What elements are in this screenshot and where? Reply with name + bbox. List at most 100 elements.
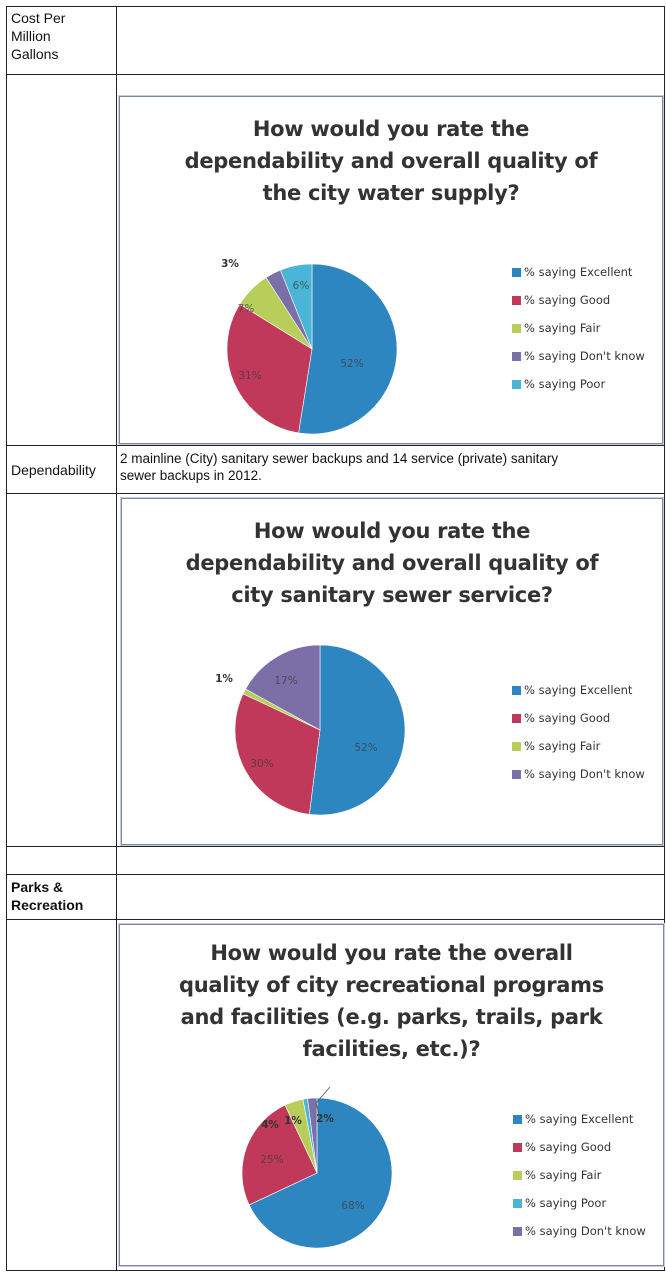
legend-swatch (513, 1198, 522, 1208)
pie-value-label: 30% (250, 758, 273, 770)
legend-label: % saying Good (524, 293, 611, 307)
pie-chart: 52% 30% 1% 17% (215, 644, 406, 816)
pie-slice-excellent (309, 644, 406, 816)
pie-value-label: 2% (316, 1113, 334, 1125)
pie-value-label: 7% (238, 303, 255, 315)
legend-swatch (512, 769, 521, 779)
pie-value-label: 4% (261, 1119, 279, 1131)
pie-slice-good (241, 1104, 318, 1206)
pie-slice-poor (280, 263, 313, 350)
legend-label: % saying Excellent (524, 265, 633, 279)
legend-swatch (512, 741, 521, 751)
pie-chart: 68% 25% 4% 1% 2% (241, 1086, 393, 1249)
pie-value-label: 52% (340, 358, 363, 370)
row-sewer-chart: How would you rate the dependability and… (6, 493, 665, 846)
legend-swatch (513, 1142, 522, 1152)
legend-swatch (512, 379, 521, 389)
pie-slice-excellent (298, 263, 398, 435)
legend-label: % saying Fair (524, 739, 601, 753)
pie-value-label: 25% (260, 1154, 283, 1166)
legend-swatch (512, 351, 521, 361)
parks-chart: How would you rate the overall quality o… (119, 924, 664, 1266)
chart-legend: % saying Excellent % saying Good % saying … (513, 1105, 646, 1245)
chart-title: How would you rate the dependability and… (120, 113, 662, 209)
parks-label: Parks & Recreation (11, 879, 84, 913)
row-water-chart: How would you rate the dependability and… (6, 74, 665, 445)
legend-swatch (512, 267, 521, 277)
legend-label: % saying Excellent (524, 683, 633, 697)
pie-slice-dont-know (307, 1097, 318, 1174)
chart-legend: % saying Excellent % saying Good % saying … (512, 258, 645, 398)
cost-label: Cost Per Million Gallons (11, 10, 66, 62)
title-line: facilities, etc.)? (302, 1037, 481, 1061)
sewer-chart: How would you rate the dependability and… (121, 498, 663, 845)
legend-item: % saying Fair (512, 314, 645, 342)
legend-item: % saying Don't know (512, 760, 645, 788)
legend-item: % saying Don't know (512, 342, 645, 370)
legend-label: % saying Don't know (525, 1224, 646, 1238)
legend-label: % saying Good (524, 711, 611, 725)
legend-item: % saying Excellent (512, 676, 645, 704)
title-line: and facilities (e.g. parks, trails, park (180, 1005, 603, 1029)
title-line: How would you rate the overall (210, 941, 573, 965)
pie-value-label: 52% (354, 742, 377, 754)
dependability-text: 2 mainline (City) sanitary sewer backups… (120, 451, 559, 483)
pie-slice-good (234, 693, 321, 815)
water-chart: How would you rate the dependability and… (119, 96, 663, 444)
legend-label: % saying Good (525, 1140, 612, 1154)
pie-value-label: 1% (284, 1115, 302, 1127)
legend-label: % saying Excellent (525, 1112, 634, 1126)
row-empty (6, 846, 665, 874)
title-line: city sanitary sewer service? (231, 583, 553, 607)
legend-swatch (512, 685, 521, 695)
legend-swatch (513, 1226, 522, 1236)
legend-item: % saying Good (512, 704, 645, 732)
pie-chart: 52% 31% 7% 3% 6% (221, 258, 398, 435)
legend-item: % saying Fair (513, 1161, 646, 1189)
pie-value-label: 31% (238, 370, 261, 382)
leader-line (315, 1086, 331, 1119)
pie-value-label: 17% (274, 675, 297, 687)
title-line: the city water supply? (262, 181, 520, 205)
title-line: quality of city recreational programs (179, 973, 604, 997)
title-line: How would you rate the (253, 519, 531, 543)
chart-title: How would you rate the overall quality o… (120, 937, 663, 1065)
legend-item: % saying Good (513, 1133, 646, 1161)
title-line: How would you rate the (252, 117, 530, 141)
chart-title: How would you rate the dependability and… (122, 515, 662, 611)
legend-swatch (512, 295, 521, 305)
row-parks: Parks & Recreation (6, 874, 665, 919)
pie-value-label: 68% (341, 1200, 364, 1212)
title-line: dependability and overall quality of (185, 551, 599, 575)
row-dependability: Dependability 2 mainline (City) sanitary… (6, 445, 665, 493)
legend-swatch (513, 1114, 522, 1124)
legend-swatch (513, 1170, 522, 1180)
row-cost-per-million: Cost Per Million Gallons (6, 6, 665, 74)
dependability-label: Dependability (11, 462, 96, 478)
pie-value-label: 3% (221, 258, 239, 270)
legend-item: % saying Excellent (512, 258, 645, 286)
legend-swatch (512, 713, 521, 723)
legend-label: % saying Fair (525, 1168, 602, 1182)
pie-value-label: 1% (215, 673, 233, 685)
legend-label: % saying Poor (524, 377, 606, 391)
legend-item: % saying Excellent (513, 1105, 646, 1133)
row-parks-chart: How would you rate the overall quality o… (6, 919, 665, 1271)
pie-value-label: 6% (293, 280, 310, 292)
legend-item: % saying Good (512, 286, 645, 314)
legend-label: % saying Don't know (524, 349, 645, 363)
legend-label: % saying Poor (525, 1196, 607, 1210)
pie-slice-good (226, 303, 313, 434)
legend-label: % saying Fair (524, 321, 601, 335)
legend-label: % saying Don't know (524, 767, 645, 781)
chart-legend: % saying Excellent % saying Good % saying … (512, 676, 645, 788)
pie-slice-excellent (248, 1097, 393, 1249)
pie-slice-dont-know (245, 644, 321, 731)
legend-swatch (512, 323, 521, 333)
legend-item: % saying Poor (512, 370, 645, 398)
legend-item: % saying Don't know (513, 1217, 646, 1245)
legend-item: % saying Fair (512, 732, 645, 760)
legend-item: % saying Poor (513, 1189, 646, 1217)
title-line: dependability and overall quality of (184, 149, 598, 173)
